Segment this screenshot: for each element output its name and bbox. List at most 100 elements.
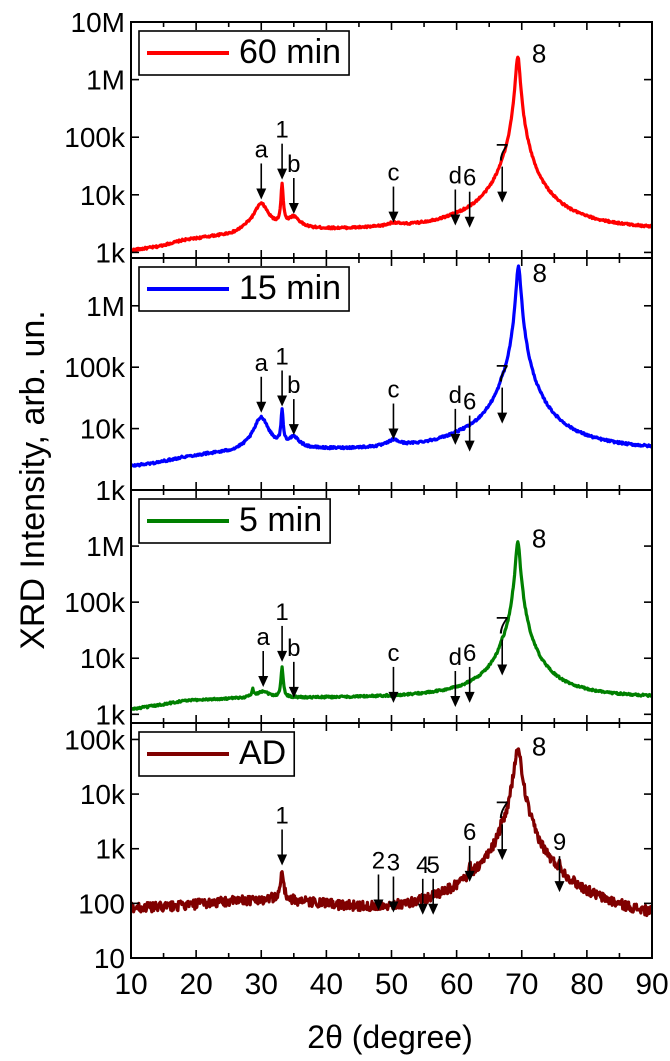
y-tick-label: 1M (86, 65, 125, 96)
peak-arrowhead (388, 211, 399, 223)
peak-label: 1 (275, 599, 288, 626)
peak-arrowhead (256, 401, 267, 413)
x-tick-label: 50 (375, 968, 408, 1001)
peak-arrowhead (497, 664, 508, 676)
series-line (131, 55, 652, 253)
peak-annotation: a (257, 624, 271, 687)
y-tick-label: 1k (95, 699, 126, 730)
peak-label: a (255, 350, 269, 377)
peak-annotation: d (449, 382, 462, 445)
peak-annotation: 1 (275, 599, 289, 662)
peak-arrowhead (464, 440, 475, 452)
peak-label: 1 (275, 117, 288, 144)
series-line (131, 264, 652, 468)
peak-label: 8 (532, 732, 546, 762)
peak-annotation: 7 (496, 613, 509, 676)
peak-arrowhead (464, 216, 475, 228)
peak-arrowhead (277, 650, 288, 662)
legend-label: 60 min (239, 33, 341, 71)
peak-arrowhead (497, 412, 508, 424)
x-tick-label: 80 (570, 968, 603, 1001)
peak-label: 8 (532, 258, 546, 288)
peak-annotation: 6 (463, 640, 476, 703)
peak-arrowhead (288, 424, 299, 436)
peak-arrowhead (258, 675, 269, 687)
y-tick-label: 10k (80, 180, 126, 211)
peak-annotation: c (387, 377, 399, 440)
x-tick-label: 10 (114, 968, 147, 1001)
x-tick-label: 60 (440, 968, 473, 1001)
peak-annotation: 7 (496, 361, 509, 424)
y-tick-label: 1M (86, 291, 125, 322)
y-tick-label: 100k (64, 724, 126, 755)
peak-label: 5 (427, 852, 440, 879)
legend: 5 min (138, 498, 331, 544)
peak-annotation: 8 (532, 258, 546, 288)
peak-arrowhead (388, 901, 399, 913)
peak-annotation: 6 (463, 819, 476, 882)
peak-annotation: 4 (416, 852, 429, 915)
peak-annotation: 8 (532, 732, 546, 762)
y-tick-label: 10k (80, 414, 126, 445)
peak-arrowhead (288, 203, 299, 215)
peak-label: b (287, 151, 300, 178)
x-tick-label: 30 (245, 968, 278, 1001)
peak-annotation: 5 (427, 852, 440, 915)
peak-annotation: 1 (275, 117, 289, 180)
peak-arrowhead (388, 428, 399, 440)
peak-label: a (255, 136, 269, 163)
peak-annotation: b (287, 372, 300, 436)
peak-label: 1 (275, 802, 288, 829)
peak-annotation: b (287, 635, 300, 698)
peak-annotation: a (255, 350, 269, 413)
peak-label: c (387, 377, 399, 404)
x-axis-label: 2θ (degree) (307, 1019, 472, 1055)
legend: 60 min (138, 30, 350, 76)
peak-label: 1 (275, 343, 288, 370)
peak-annotation: 2 (372, 847, 385, 911)
panel-5-min: 1k 10k 100k 1M 5 min a1 b c d 67 8 (64, 489, 653, 730)
y-axis-label: XRD Intensity, arb. un. (14, 310, 52, 650)
peak-annotation: 6 (463, 165, 476, 228)
peak-label: 7 (496, 797, 509, 824)
y-tick-label: 1M (86, 531, 125, 562)
y-tick-label: 1k (95, 475, 126, 506)
peak-arrowhead (450, 433, 461, 445)
peak-label: 6 (463, 389, 476, 416)
peak-arrowhead (450, 214, 461, 226)
peak-annotation: 8 (532, 524, 546, 554)
y-tick-label: 100k (64, 587, 126, 618)
legend: AD (138, 731, 296, 777)
peak-label: 7 (496, 613, 509, 640)
peak-label: d (449, 382, 462, 409)
legend: 15 min (138, 266, 350, 312)
peak-arrowhead (388, 691, 399, 703)
peak-label: b (287, 372, 300, 399)
y-tick-label: 100 (78, 888, 125, 919)
peak-annotation: d (449, 163, 462, 226)
y-tick-label: 10M (71, 7, 125, 38)
peak-label: b (287, 635, 300, 662)
peak-label: 6 (463, 819, 476, 846)
legend-label: 5 min (239, 501, 322, 539)
y-tick-label: 10k (80, 643, 126, 674)
peak-annotation: b (287, 151, 300, 215)
peak-annotation: c (387, 640, 399, 703)
x-tick-label: 20 (179, 968, 212, 1001)
peak-arrowhead (288, 686, 299, 698)
peak-annotation: 1 (275, 343, 289, 407)
peak-annotation: 8 (532, 39, 546, 69)
y-tick-label: 1k (95, 237, 126, 268)
x-tick-label: 40 (310, 968, 343, 1001)
peak-label: 7 (496, 140, 509, 167)
y-tick-label: 10 (94, 943, 125, 974)
peak-label: d (449, 163, 462, 190)
panel-15-min: 1k 10k 100k 1M 15 min a 1b c d 67 8 (64, 257, 653, 506)
peak-annotation: 3 (387, 850, 400, 913)
peak-label: 2 (372, 847, 385, 874)
peak-annotation: a (255, 136, 269, 200)
peak-arrowhead (277, 168, 288, 180)
peak-label: 6 (463, 165, 476, 192)
